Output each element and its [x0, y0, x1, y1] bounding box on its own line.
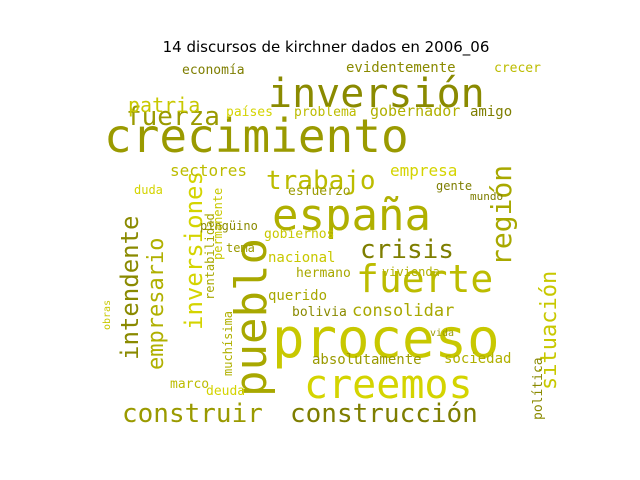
word-6: fuerte	[356, 257, 493, 301]
word-3: españa	[272, 190, 431, 241]
word-1: proceso	[272, 307, 500, 370]
word-7: construcción	[290, 399, 478, 429]
word-22: sectores	[170, 161, 247, 180]
word-16: fuerza	[126, 102, 220, 132]
word-48: vida	[430, 328, 454, 339]
word-43: muchísima	[221, 311, 235, 376]
word-33: gobiernos	[264, 227, 334, 242]
word-10: región	[485, 165, 518, 266]
word-34: hermano	[296, 266, 351, 281]
word-40: tema	[226, 241, 255, 255]
word-36: bolivia	[292, 305, 347, 320]
word-49: obras	[102, 300, 113, 330]
word-9: situación	[537, 271, 562, 390]
word-0: crecimiento	[104, 109, 409, 163]
word-31: amigo	[470, 104, 512, 120]
word-38: marco	[170, 377, 209, 392]
word-45: duda	[134, 183, 163, 197]
word-2: pueblo	[226, 238, 277, 397]
word-17: patria	[128, 93, 200, 117]
word-29: países	[226, 105, 273, 120]
word-12: intendente	[116, 216, 144, 361]
word-13: inversiones	[180, 171, 208, 330]
word-15: crisis	[360, 235, 454, 265]
word-41: permanente	[211, 188, 225, 260]
word-37: deuda	[206, 384, 245, 399]
word-24: absolutamente	[312, 352, 422, 368]
word-44: pingüino	[200, 219, 258, 233]
word-39: gente	[436, 179, 472, 193]
chart-title: 14 discursos de kirchner dados en 2006_0…	[163, 38, 490, 57]
word-5: creemos	[304, 362, 473, 408]
word-47: mundo	[470, 190, 503, 203]
word-11: empresario	[144, 238, 169, 370]
cloud-area	[98, 58, 560, 424]
word-27: sociedad	[444, 351, 511, 367]
word-25: nacional	[268, 250, 335, 266]
word-32: esfuerzo	[288, 184, 351, 199]
word-18: consolidar	[352, 301, 454, 321]
word-8: construir	[122, 399, 263, 429]
word-30: problema	[294, 105, 357, 120]
word-14: trabajo	[266, 166, 376, 196]
word-19: gobernador	[370, 102, 460, 120]
word-46: crecer	[494, 61, 541, 76]
word-20: política	[531, 357, 546, 420]
word-26: querido	[268, 288, 327, 304]
word-42: rentabilidad	[203, 213, 217, 300]
word-28: evidentemente	[346, 60, 456, 76]
word-4: inversión	[268, 71, 485, 117]
word-23: economía	[182, 63, 245, 78]
word-35: vivienda	[382, 265, 440, 279]
word-21: empresa	[390, 161, 457, 180]
